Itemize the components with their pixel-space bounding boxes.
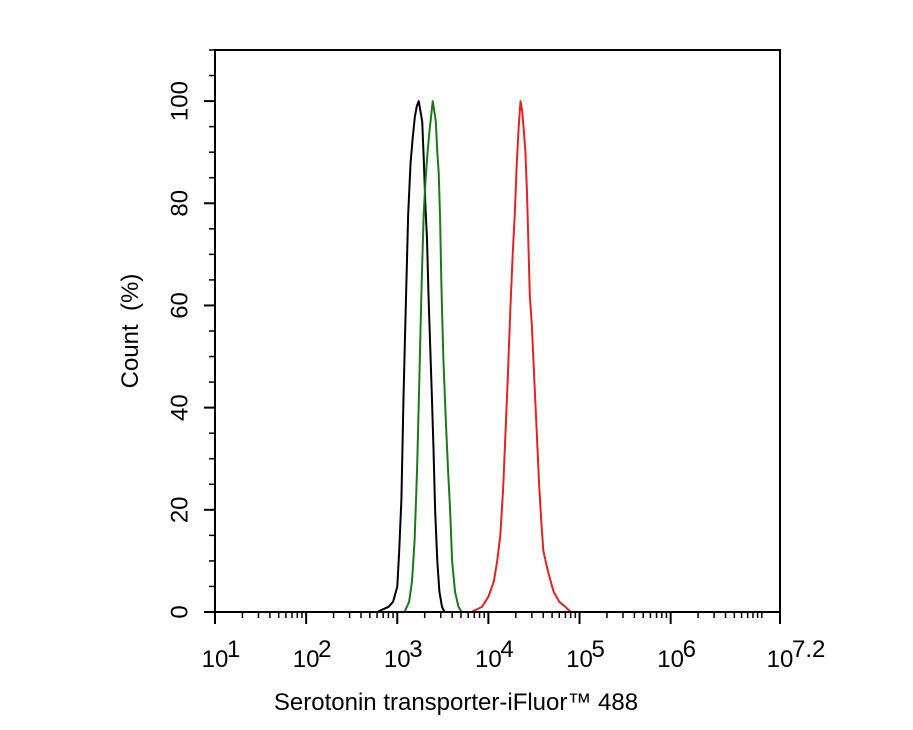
x-tick-label: 102 <box>293 636 332 673</box>
y-tick-label: 40 <box>167 394 194 421</box>
x-axis-title: Serotonin transporter-iFluor™ 488 <box>274 689 638 716</box>
x-tick-base: 10 <box>566 646 593 673</box>
x-tick-exponent: 7.2 <box>792 636 825 663</box>
x-tick-label: 106 <box>657 636 696 673</box>
series-line-1 <box>376 100 446 613</box>
x-tick-label: 101 <box>202 636 241 673</box>
x-tick-exponent: 3 <box>409 636 422 663</box>
y-tick-label: 0 <box>167 605 194 618</box>
x-tick-exponent: 4 <box>500 636 513 663</box>
x-tick-base: 10 <box>475 646 502 673</box>
x-tick-base: 10 <box>384 646 411 673</box>
x-tick-label: 107.2 <box>767 636 826 673</box>
x-tick-exponent: 2 <box>318 636 331 663</box>
x-tick-base: 10 <box>202 646 229 673</box>
series-line-2 <box>403 100 463 613</box>
y-tick-label: 100 <box>167 81 194 121</box>
x-tick-label: 104 <box>475 636 514 673</box>
x-tick-base: 10 <box>767 646 794 673</box>
x-tick-exponent: 6 <box>683 636 696 663</box>
x-tick-label: 105 <box>566 636 605 673</box>
x-ticks: 101 102 103 104 105 106 107.2 <box>202 612 826 673</box>
x-tick-exponent: 1 <box>227 636 240 663</box>
y-tick-label: 20 <box>167 496 194 523</box>
x-tick-base: 10 <box>293 646 320 673</box>
y-tick-label: 80 <box>167 190 194 217</box>
plot-frame <box>214 49 781 613</box>
x-tick-base: 10 <box>657 646 684 673</box>
y-axis-title: Count (%) <box>117 274 144 389</box>
y-tick-label: 60 <box>167 292 194 319</box>
x-tick-label: 103 <box>384 636 423 673</box>
y-ticks: 0 20 40 60 80 100 <box>167 49 215 619</box>
series-line-3 <box>470 100 572 613</box>
series-group <box>215 100 780 613</box>
x-tick-exponent: 5 <box>592 636 605 663</box>
